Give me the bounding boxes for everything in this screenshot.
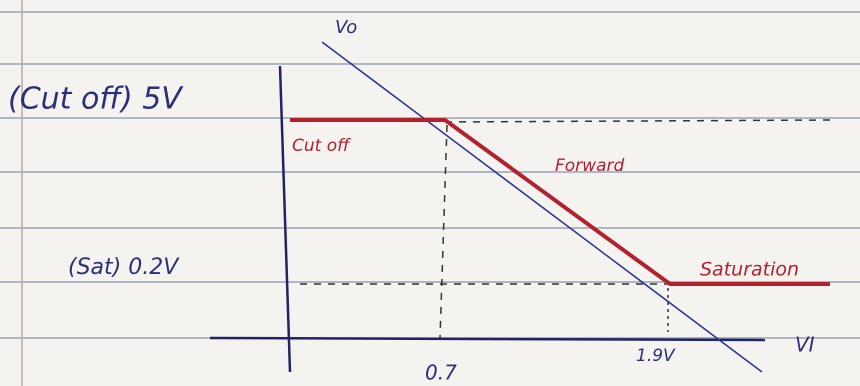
- dashed-guide: [440, 125, 447, 338]
- paper-lines: [0, 0, 860, 386]
- region-label: Saturation: [700, 259, 799, 281]
- y-axis: [280, 66, 290, 372]
- threshold-label: 0.7: [425, 361, 457, 385]
- ideal-line: [322, 42, 762, 372]
- region-label: Cut off: [292, 136, 351, 156]
- region-label: Forward: [555, 156, 624, 176]
- high-level-label: (Cut off) 5V: [8, 82, 184, 117]
- dashed-guide: [445, 120, 830, 122]
- y-axis-label: Vo: [335, 17, 357, 38]
- sketch: Vo VI (Cut off) 5V (Sat) 0.2V 0.7 1.9V C…: [0, 0, 860, 386]
- threshold-label: 1.9V: [636, 346, 676, 366]
- x-axis-label: VI: [795, 333, 815, 357]
- low-level-label: (Sat) 0.2V: [68, 255, 180, 280]
